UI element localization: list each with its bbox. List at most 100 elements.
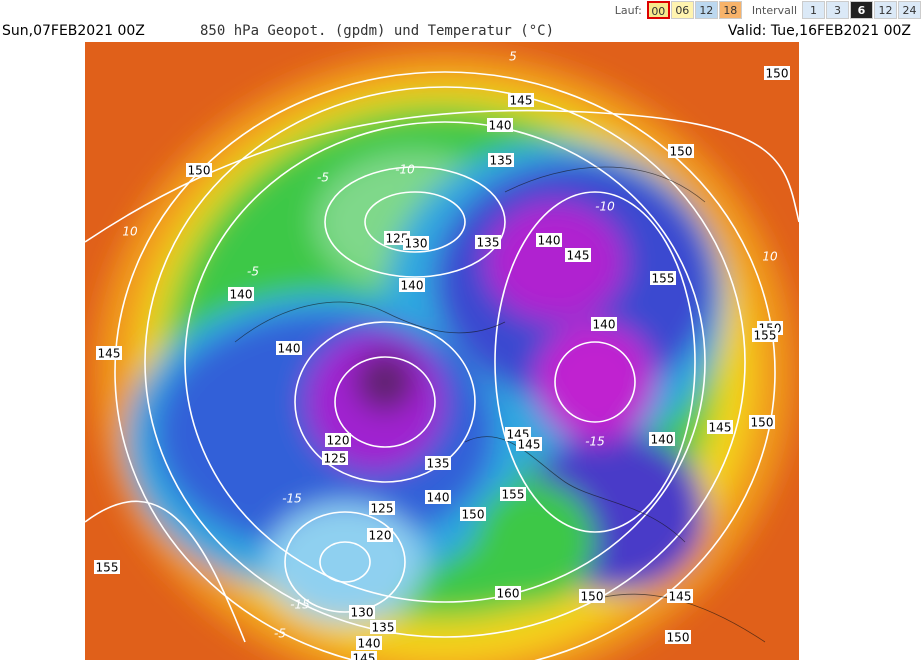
temperature-label: -10 — [595, 200, 615, 214]
contour-label: 145 — [98, 347, 121, 361]
contour-label: 125 — [386, 232, 409, 246]
label-box — [96, 346, 122, 360]
temperature-label: 10 — [122, 225, 138, 239]
label-box — [186, 163, 212, 177]
contour-label: 155 — [652, 272, 675, 286]
contour-label: 145 — [709, 421, 732, 435]
toolbar-button[interactable]: 6 — [850, 1, 873, 19]
contour-label: 125 — [371, 502, 394, 516]
contour-label: 140 — [278, 342, 301, 356]
run-buttons: 00 06 12 18 — [646, 1, 742, 19]
contour-label: 135 — [427, 457, 450, 471]
contours — [85, 71, 799, 660]
temperature-label: 5 — [509, 50, 517, 64]
label-box — [649, 432, 675, 446]
temperature-label: -15 — [290, 598, 310, 612]
label-box — [764, 66, 790, 80]
toolbar-button[interactable]: 12 — [874, 1, 897, 19]
temperature-label: -10 — [395, 163, 415, 177]
toolbar-button[interactable]: 1 — [802, 1, 825, 19]
valid-time: Valid: Tue,16FEB2021 00Z — [727, 23, 911, 39]
contour-label: 145 — [567, 249, 590, 263]
label-box — [487, 118, 513, 132]
contour-label: 140 — [538, 234, 561, 248]
label-box — [495, 586, 521, 600]
label-box — [370, 620, 396, 634]
contour-label: 140 — [427, 491, 450, 505]
contour-label: 125 — [324, 452, 347, 466]
label-box — [591, 317, 617, 331]
label-box — [516, 437, 542, 451]
label-box — [475, 235, 501, 249]
label-box — [356, 636, 382, 650]
label-box — [650, 271, 676, 285]
contour-label: 150 — [581, 590, 604, 604]
label-box — [536, 233, 562, 247]
label-box — [749, 415, 775, 429]
label-box — [667, 589, 693, 603]
label-box — [579, 589, 605, 603]
label-box — [565, 248, 591, 262]
temperature-label: -15 — [585, 435, 605, 449]
contour-label: 140 — [651, 433, 674, 447]
contour-label: 145 — [518, 438, 541, 452]
interval-label: Intervall — [751, 3, 797, 17]
label-box — [425, 490, 451, 504]
run-label: Lauf: — [614, 3, 642, 17]
label-box — [322, 451, 348, 465]
toolbar-button[interactable]: 24 — [898, 1, 921, 19]
contour-label: 150 — [766, 67, 789, 81]
contour-label: 155 — [754, 329, 777, 343]
toolbar-button[interactable]: 3 — [826, 1, 849, 19]
label-box — [369, 501, 395, 515]
toolbar: Lauf: 00 06 12 18 Intervall 1 3 6 12 24 — [611, 0, 921, 20]
temperature-label: -5 — [317, 171, 329, 185]
label-box — [403, 236, 429, 250]
contour-label: 150 — [670, 145, 693, 159]
contour-label: 140 — [593, 318, 616, 332]
contour-label: 135 — [490, 154, 513, 168]
contour-label: 120 — [327, 434, 350, 448]
label-box — [399, 278, 425, 292]
label-box — [460, 507, 486, 521]
label-box — [325, 433, 351, 447]
contour-label: 140 — [401, 279, 424, 293]
contour-label: 140 — [489, 119, 512, 133]
label-box — [752, 328, 778, 342]
temperature-label: -5 — [247, 265, 259, 279]
contour-label: 150 — [462, 508, 485, 522]
temperature-label: 10 — [762, 250, 778, 264]
label-box — [488, 153, 514, 167]
label-box — [508, 93, 534, 107]
contour-label: 135 — [372, 621, 395, 635]
contour-label: 140 — [230, 288, 253, 302]
contour-label: 140 — [358, 637, 381, 651]
label-box — [276, 341, 302, 355]
contour-label: 145 — [669, 590, 692, 604]
label-box — [349, 605, 375, 619]
label-box — [228, 287, 254, 301]
label-box — [425, 456, 451, 470]
label-box — [500, 487, 526, 501]
contour-label: 135 — [477, 236, 500, 250]
label-box — [668, 144, 694, 158]
toolbar-button[interactable]: 00 — [646, 1, 670, 19]
map-title: 850 hPa Geopot. (gpdm) und Temperatur (°… — [200, 23, 555, 39]
interval-buttons: 1 3 6 12 24 — [801, 1, 921, 19]
label-box — [707, 420, 733, 434]
contour-label: 150 — [667, 631, 690, 645]
contour-label: 160 — [497, 587, 520, 601]
toolbar-button[interactable]: 12 — [694, 1, 718, 19]
toolbar-button[interactable]: 06 — [670, 1, 694, 19]
label-box — [665, 630, 691, 644]
label-box — [94, 560, 120, 574]
temperature-label: -5 — [274, 627, 286, 641]
label-box — [351, 651, 377, 660]
contour-label: 130 — [351, 606, 374, 620]
toolbar-button[interactable]: 18 — [718, 1, 742, 19]
contour-label: 150 — [751, 416, 774, 430]
contour-label: 150 — [188, 164, 211, 178]
